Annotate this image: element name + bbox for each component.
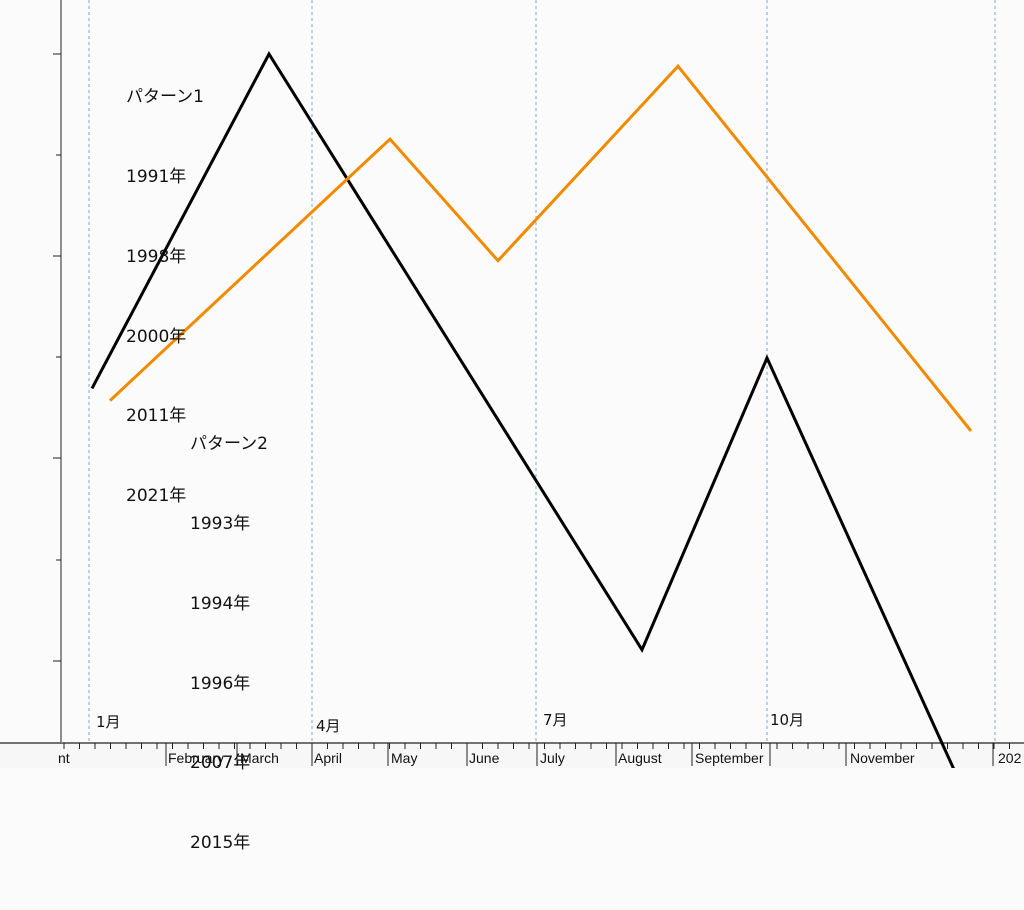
x-tick-label: 202 [998, 750, 1022, 766]
x-tick-label: May [391, 750, 418, 766]
pattern-1-year: 2021年 [126, 486, 187, 507]
pattern-1-year: 2000年 [126, 326, 187, 347]
pattern-1-annotation: パターン1 1991年 1998年 2000年 2011年 2021年 [126, 31, 204, 563]
quarter-label: 4月 [316, 717, 341, 735]
pattern-2-annotation: パターン2 1993年 1994年 1996年 2007年 2015年 [190, 378, 268, 910]
quarter-label: 10月 [770, 711, 805, 729]
line-chart [0, 0, 1024, 846]
x-tick-label: June [469, 750, 500, 766]
pattern-2-year: 1994年 [190, 593, 251, 614]
pattern-1-year: 2011年 [126, 406, 187, 427]
quarter-label: 7月 [543, 711, 568, 729]
chart-area: パターン1 1991年 1998年 2000年 2011年 2021年 パターン… [0, 0, 1024, 853]
x-tick-label: April [314, 750, 343, 766]
pattern-2-title: パターン2 [190, 434, 268, 455]
series-line-1 [90, 50, 990, 846]
x-tick-label: March [240, 750, 279, 766]
quarter-label: 1月 [96, 713, 121, 731]
x-tick-label: November [850, 750, 915, 766]
pattern-1-title: パターン1 [126, 87, 204, 108]
pattern-2-year: 1996年 [190, 673, 251, 694]
x-tick-label: August [618, 750, 662, 766]
pattern-2-year: 1993年 [190, 513, 251, 534]
pattern-1-year: 1998年 [126, 246, 187, 267]
pattern-2-year: 2015年 [190, 833, 251, 854]
pattern-1-year: 1991年 [126, 166, 187, 187]
x-tick-label: July [540, 750, 565, 766]
x-tick-label: September [695, 750, 764, 766]
series-line-2 [108, 63, 973, 432]
x-tick-label: nt [58, 750, 70, 766]
x-tick-label: February [168, 750, 225, 766]
x-axis-band [0, 742, 1024, 768]
